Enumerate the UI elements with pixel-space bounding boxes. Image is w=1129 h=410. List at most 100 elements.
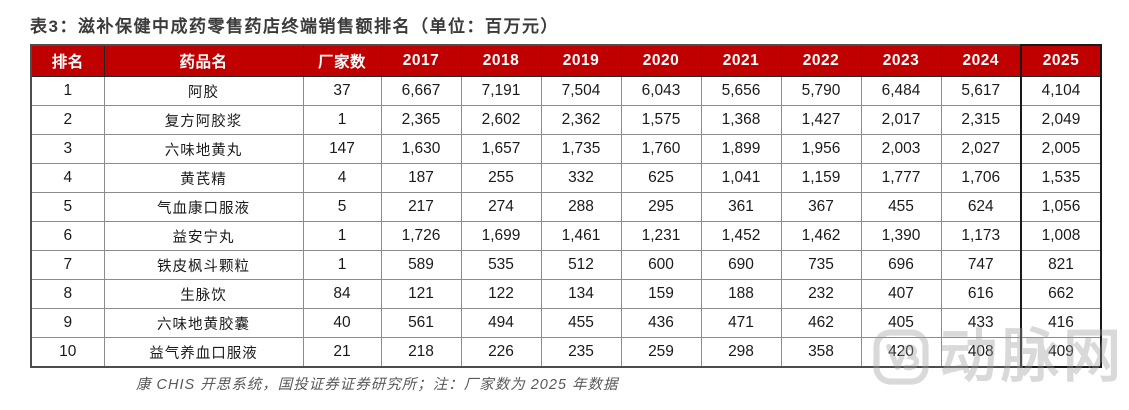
manufacturer-count-cell: 5 [302, 192, 382, 222]
year-value-cell: 821 [1020, 250, 1102, 280]
year-value-cell: 696 [860, 250, 942, 280]
drug-name-cell: 阿胶 [103, 76, 304, 106]
year-value-cell: 332 [540, 163, 622, 193]
year-value-cell: 259 [620, 337, 702, 368]
year-value-cell: 462 [780, 308, 862, 338]
manufacturer-count-cell: 147 [302, 134, 382, 164]
year-value-cell: 2,049 [1020, 105, 1102, 135]
manufacturer-count-cell: 40 [302, 308, 382, 338]
year-value-cell: 1,899 [700, 134, 782, 164]
year-value-cell: 494 [460, 308, 542, 338]
year-value-cell: 232 [780, 279, 862, 309]
rank-cell: 1 [30, 76, 105, 106]
year-value-cell: 455 [860, 192, 942, 222]
rank-cell: 2 [30, 105, 105, 135]
year-value-cell: 5,656 [700, 76, 782, 106]
year-value-cell: 1,657 [460, 134, 542, 164]
year-value-cell: 1,462 [780, 221, 862, 251]
year-value-cell: 295 [620, 192, 702, 222]
year-value-cell: 1,173 [940, 221, 1022, 251]
year-value-cell: 288 [540, 192, 622, 222]
manufacturer-count-cell: 84 [302, 279, 382, 309]
drug-name-cell: 益安宁丸 [103, 221, 304, 251]
year-value-cell: 6,484 [860, 76, 942, 106]
year-value-cell: 1,056 [1020, 192, 1102, 222]
year-value-cell: 7,191 [460, 76, 542, 106]
year-value-cell: 6,043 [620, 76, 702, 106]
year-value-cell: 187 [380, 163, 462, 193]
rank-cell: 6 [30, 221, 105, 251]
year-value-cell: 589 [380, 250, 462, 280]
year-value-cell: 7,504 [540, 76, 622, 106]
year-value-cell: 408 [940, 337, 1022, 368]
year-value-cell: 616 [940, 279, 1022, 309]
year-value-cell: 358 [780, 337, 862, 368]
year-value-cell: 1,777 [860, 163, 942, 193]
year-value-cell: 1,231 [620, 221, 702, 251]
table-row: 7 铁皮枫斗颗粒 1 589 535 512 600 690 735 696 747 821 [30, 250, 1102, 280]
drug-name-cell: 六味地黄丸 [103, 134, 304, 164]
year-value-cell: 735 [780, 250, 862, 280]
year-value-cell: 4,104 [1020, 76, 1102, 106]
year-value-cell: 2,365 [380, 105, 462, 135]
column-header-2022: 2022 [780, 44, 862, 77]
year-value-cell: 1,726 [380, 221, 462, 251]
year-value-cell: 2,003 [860, 134, 942, 164]
year-value-cell: 134 [540, 279, 622, 309]
year-value-cell: 1,575 [620, 105, 702, 135]
year-value-cell: 2,005 [1020, 134, 1102, 164]
year-value-cell: 218 [380, 337, 462, 368]
year-value-cell: 2,315 [940, 105, 1022, 135]
year-value-cell: 433 [940, 308, 1022, 338]
year-value-cell: 561 [380, 308, 462, 338]
year-value-cell: 600 [620, 250, 702, 280]
year-value-cell: 624 [940, 192, 1022, 222]
column-header-manufacturer-count: 厂家数 [302, 44, 382, 77]
year-value-cell: 1,368 [700, 105, 782, 135]
year-value-cell: 407 [860, 279, 942, 309]
year-value-cell: 2,362 [540, 105, 622, 135]
year-value-cell: 420 [860, 337, 942, 368]
sales-ranking-table: 排名 药品名 厂家数 2017 2018 2019 2020 2021 2022 2023 2024… [30, 44, 1102, 368]
year-value-cell: 436 [620, 308, 702, 338]
column-header-drug-name: 药品名 [103, 44, 304, 77]
year-value-cell: 535 [460, 250, 542, 280]
year-value-cell: 1,706 [940, 163, 1022, 193]
year-value-cell: 298 [700, 337, 782, 368]
year-value-cell: 367 [780, 192, 862, 222]
year-value-cell: 1,956 [780, 134, 862, 164]
year-value-cell: 405 [860, 308, 942, 338]
table-body: 1 阿胶 37 6,667 7,191 7,504 6,043 5,656 5,790 6,484… [30, 76, 1102, 368]
drug-name-cell: 铁皮枫斗颗粒 [103, 250, 304, 280]
column-header-2024: 2024 [940, 44, 1022, 77]
year-value-cell: 122 [460, 279, 542, 309]
year-value-cell: 1,535 [1020, 163, 1102, 193]
year-value-cell: 255 [460, 163, 542, 193]
table-row: 2 复方阿胶浆 1 2,365 2,602 2,362 1,575 1,368 1,427 2,0… [30, 105, 1102, 135]
year-value-cell: 1,008 [1020, 221, 1102, 251]
table-row: 4 黄芪精 4 187 255 332 625 1,041 1,159 1,777 1,706 1,5… [30, 163, 1102, 193]
drug-name-cell: 六味地黄胶囊 [103, 308, 304, 338]
year-value-cell: 121 [380, 279, 462, 309]
column-header-2025: 2025 [1020, 44, 1102, 77]
year-value-cell: 188 [700, 279, 782, 309]
year-value-cell: 159 [620, 279, 702, 309]
manufacturer-count-cell: 4 [302, 163, 382, 193]
year-value-cell: 2,017 [860, 105, 942, 135]
year-value-cell: 1,461 [540, 221, 622, 251]
manufacturer-count-cell: 21 [302, 337, 382, 368]
column-header-2021: 2021 [700, 44, 782, 77]
drug-name-cell: 生脉饮 [103, 279, 304, 309]
year-value-cell: 217 [380, 192, 462, 222]
year-value-cell: 625 [620, 163, 702, 193]
year-value-cell: 1,735 [540, 134, 622, 164]
column-header-2023: 2023 [860, 44, 942, 77]
rank-cell: 3 [30, 134, 105, 164]
year-value-cell: 1,041 [700, 163, 782, 193]
year-value-cell: 455 [540, 308, 622, 338]
rank-cell: 10 [30, 337, 105, 368]
drug-name-cell: 黄芪精 [103, 163, 304, 193]
year-value-cell: 361 [700, 192, 782, 222]
year-value-cell: 690 [700, 250, 782, 280]
year-value-cell: 226 [460, 337, 542, 368]
